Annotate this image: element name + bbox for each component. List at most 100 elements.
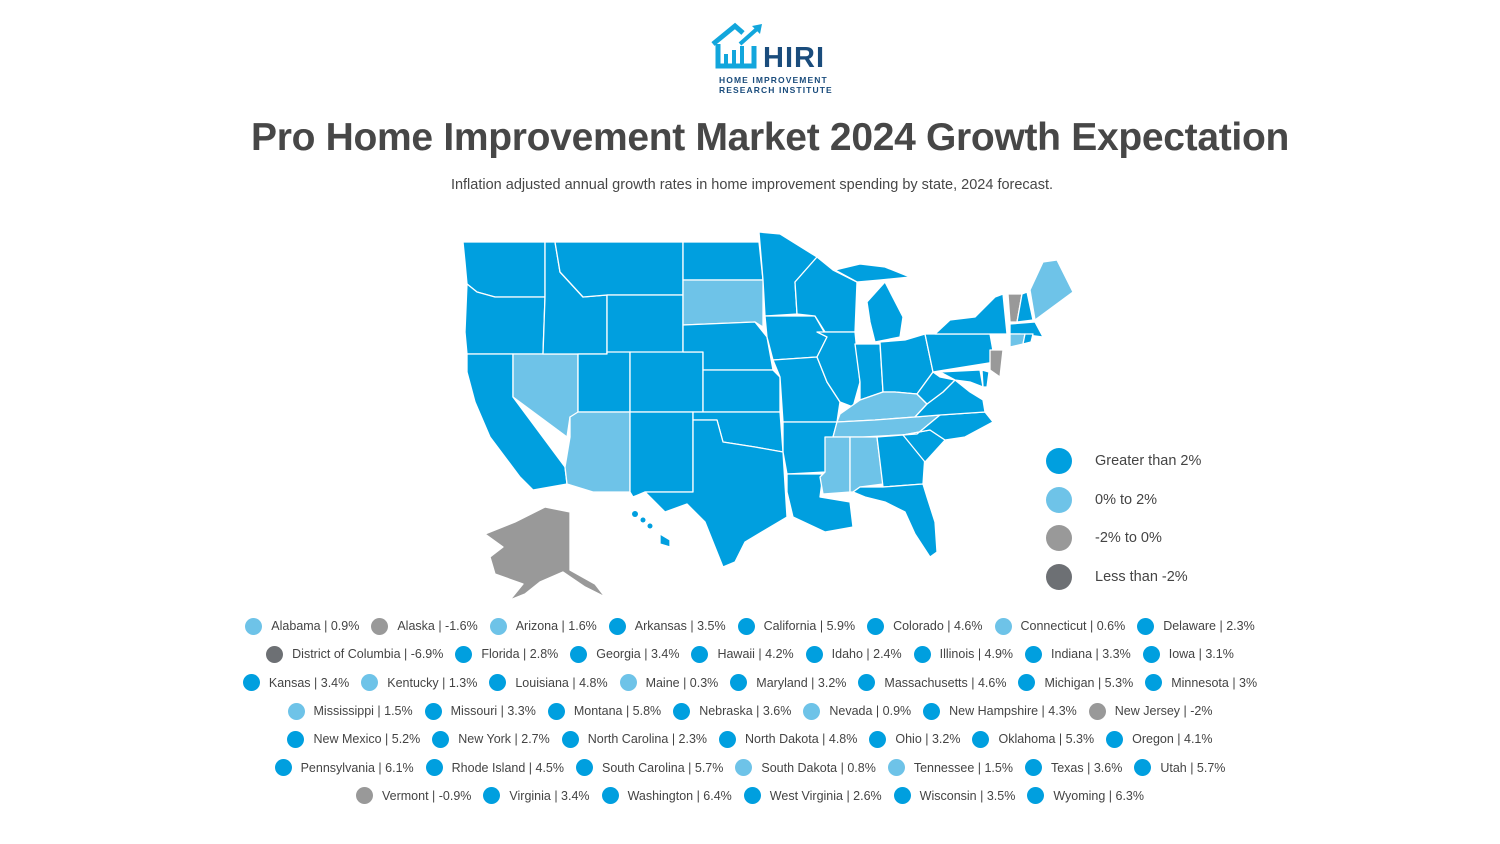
- state-value-label: North Dakota | 4.8%: [745, 732, 858, 747]
- state-color-dot-icon: [887, 759, 905, 777]
- state-color-dot-icon: [455, 645, 473, 663]
- state-row: Pennsylvania | 6.1% Rhode Island | 4.5% So…: [0, 753, 1500, 781]
- state-color-dot-icon: [1025, 645, 1043, 663]
- state-value-label: Washington | 6.4%: [627, 788, 732, 803]
- map-legend: Greater than 2% 0% to 2% -2% to 0% Less tha…: [1046, 442, 1201, 596]
- state-value-item: Colorado | 4.6%: [867, 617, 983, 635]
- state-color-dot-icon: [245, 617, 263, 635]
- state-value-label: Delaware | 2.3%: [1163, 619, 1255, 634]
- state-value-item: Kentucky | 1.3%: [361, 674, 478, 692]
- state-value-item: Washington | 6.4%: [601, 787, 732, 805]
- state-value-label: Alaska | -1.6%: [397, 619, 478, 634]
- state-value-label: New York | 2.7%: [458, 732, 550, 747]
- state-color-dot-icon: [730, 674, 748, 692]
- state-value-item: Maine | 0.3%: [619, 674, 718, 692]
- state-shape-nd: [682, 241, 764, 281]
- state-value-label: Indiana | 3.3%: [1051, 647, 1131, 662]
- state-color-dot-icon: [743, 787, 761, 805]
- state-value-item: Vermont | -0.9%: [356, 787, 471, 805]
- state-shape-in: [854, 343, 884, 401]
- state-value-label: Montana | 5.8%: [573, 704, 662, 719]
- state-shape-ks: [702, 369, 781, 413]
- state-color-dot-icon: [893, 787, 911, 805]
- hawaii-island-shape: [647, 523, 653, 529]
- state-value-label: Oklahoma | 5.3%: [998, 732, 1095, 747]
- state-value-label: Idaho | 2.4%: [831, 647, 902, 662]
- state-value-item: Nevada | 0.9%: [803, 702, 912, 720]
- state-shape-ia: [764, 315, 828, 361]
- state-shape-sd: [682, 279, 764, 328]
- state-color-dot-icon: [489, 617, 507, 635]
- logo-line-1: HOME IMPROVEMENT: [719, 75, 828, 85]
- state-value-item: Alaska | -1.6%: [371, 617, 478, 635]
- state-value-label: Louisiana | 4.8%: [515, 675, 608, 690]
- state-row: District of Columbia | -6.9% Florida | 2.…: [0, 640, 1500, 668]
- state-color-dot-icon: [619, 674, 637, 692]
- state-value-item: New Mexico | 5.2%: [287, 730, 420, 748]
- legend-item: Greater than 2%: [1046, 442, 1201, 481]
- state-color-dot-icon: [601, 787, 619, 805]
- state-value-item: Delaware | 2.3%: [1137, 617, 1255, 635]
- state-shape-wa: [462, 241, 546, 298]
- house-arrow-icon: [711, 22, 762, 69]
- state-color-dot-icon: [432, 730, 450, 748]
- state-value-label: Tennessee | 1.5%: [913, 760, 1013, 775]
- state-value-item: Montana | 5.8%: [547, 702, 662, 720]
- state-value-item: South Dakota | 0.8%: [735, 759, 876, 777]
- state-value-item: South Carolina | 5.7%: [576, 759, 723, 777]
- state-color-dot-icon: [561, 730, 579, 748]
- state-color-dot-icon: [424, 702, 442, 720]
- state-shape-ut: [577, 351, 631, 413]
- state-value-label: California | 5.9%: [763, 619, 856, 634]
- state-value-item: Iowa | 3.1%: [1142, 645, 1234, 663]
- state-value-label: Mississippi | 1.5%: [313, 704, 413, 719]
- state-value-item: Minnesota | 3%: [1145, 674, 1258, 692]
- state-value-item: Florida | 2.8%: [455, 645, 559, 663]
- state-value-label: Alabama | 0.9%: [271, 619, 360, 634]
- state-color-dot-icon: [858, 674, 876, 692]
- state-shape-ct: [1009, 333, 1026, 348]
- state-shape-nh: [1016, 291, 1034, 323]
- state-value-item: Utah | 5.7%: [1134, 759, 1225, 777]
- state-color-dot-icon: [691, 645, 709, 663]
- state-value-item: North Dakota | 4.8%: [719, 730, 858, 748]
- state-value-label: Florida | 2.8%: [481, 647, 559, 662]
- state-value-label: Nevada | 0.9%: [829, 704, 912, 719]
- state-value-item: Connecticut | 0.6%: [994, 617, 1126, 635]
- state-row: Alabama | 0.9% Alaska | -1.6% Arizona | 1.…: [0, 612, 1500, 640]
- state-value-label: North Carolina | 2.3%: [587, 732, 708, 747]
- state-color-dot-icon: [287, 702, 305, 720]
- state-value-label: South Dakota | 0.8%: [761, 760, 876, 775]
- state-color-dot-icon: [1142, 645, 1160, 663]
- state-value-item: Wisconsin | 3.5%: [893, 787, 1015, 805]
- state-shape-ak: [484, 506, 606, 601]
- legend-swatch-icon: [1046, 486, 1072, 513]
- state-value-label: Minnesota | 3%: [1171, 675, 1258, 690]
- state-value-item: Nebraska | 3.6%: [673, 702, 792, 720]
- state-value-item: Oklahoma | 5.3%: [972, 730, 1095, 748]
- state-color-dot-icon: [608, 617, 626, 635]
- state-value-item: Missouri | 3.3%: [424, 702, 536, 720]
- state-value-item: Indiana | 3.3%: [1025, 645, 1131, 663]
- state-color-dot-icon: [803, 702, 821, 720]
- state-value-item: North Carolina | 2.3%: [561, 730, 708, 748]
- state-shape-ny: [934, 293, 1008, 335]
- state-shape-md: [939, 369, 984, 388]
- state-value-item: Virginia | 3.4%: [483, 787, 590, 805]
- page-title: Pro Home Improvement Market 2024 Growth …: [251, 116, 1289, 159]
- state-color-dot-icon: [1024, 759, 1042, 777]
- legend-swatch-icon: [1046, 525, 1072, 552]
- state-value-item: Idaho | 2.4%: [805, 645, 902, 663]
- state-value-label: Connecticut | 0.6%: [1020, 619, 1126, 634]
- state-color-dot-icon: [1106, 730, 1124, 748]
- state-color-dot-icon: [356, 787, 373, 805]
- state-value-label: Kentucky | 1.3%: [387, 675, 478, 690]
- state-shape-ri: [1022, 333, 1034, 345]
- legend-item: 0% to 2%: [1046, 481, 1201, 520]
- state-color-dot-icon: [805, 645, 823, 663]
- state-color-dot-icon: [869, 730, 887, 748]
- legend-item: Less than -2%: [1046, 558, 1201, 597]
- state-shape-az: [564, 411, 631, 493]
- state-value-label: Massachusetts | 4.6%: [884, 675, 1007, 690]
- state-value-label: Nebraska | 3.6%: [699, 704, 792, 719]
